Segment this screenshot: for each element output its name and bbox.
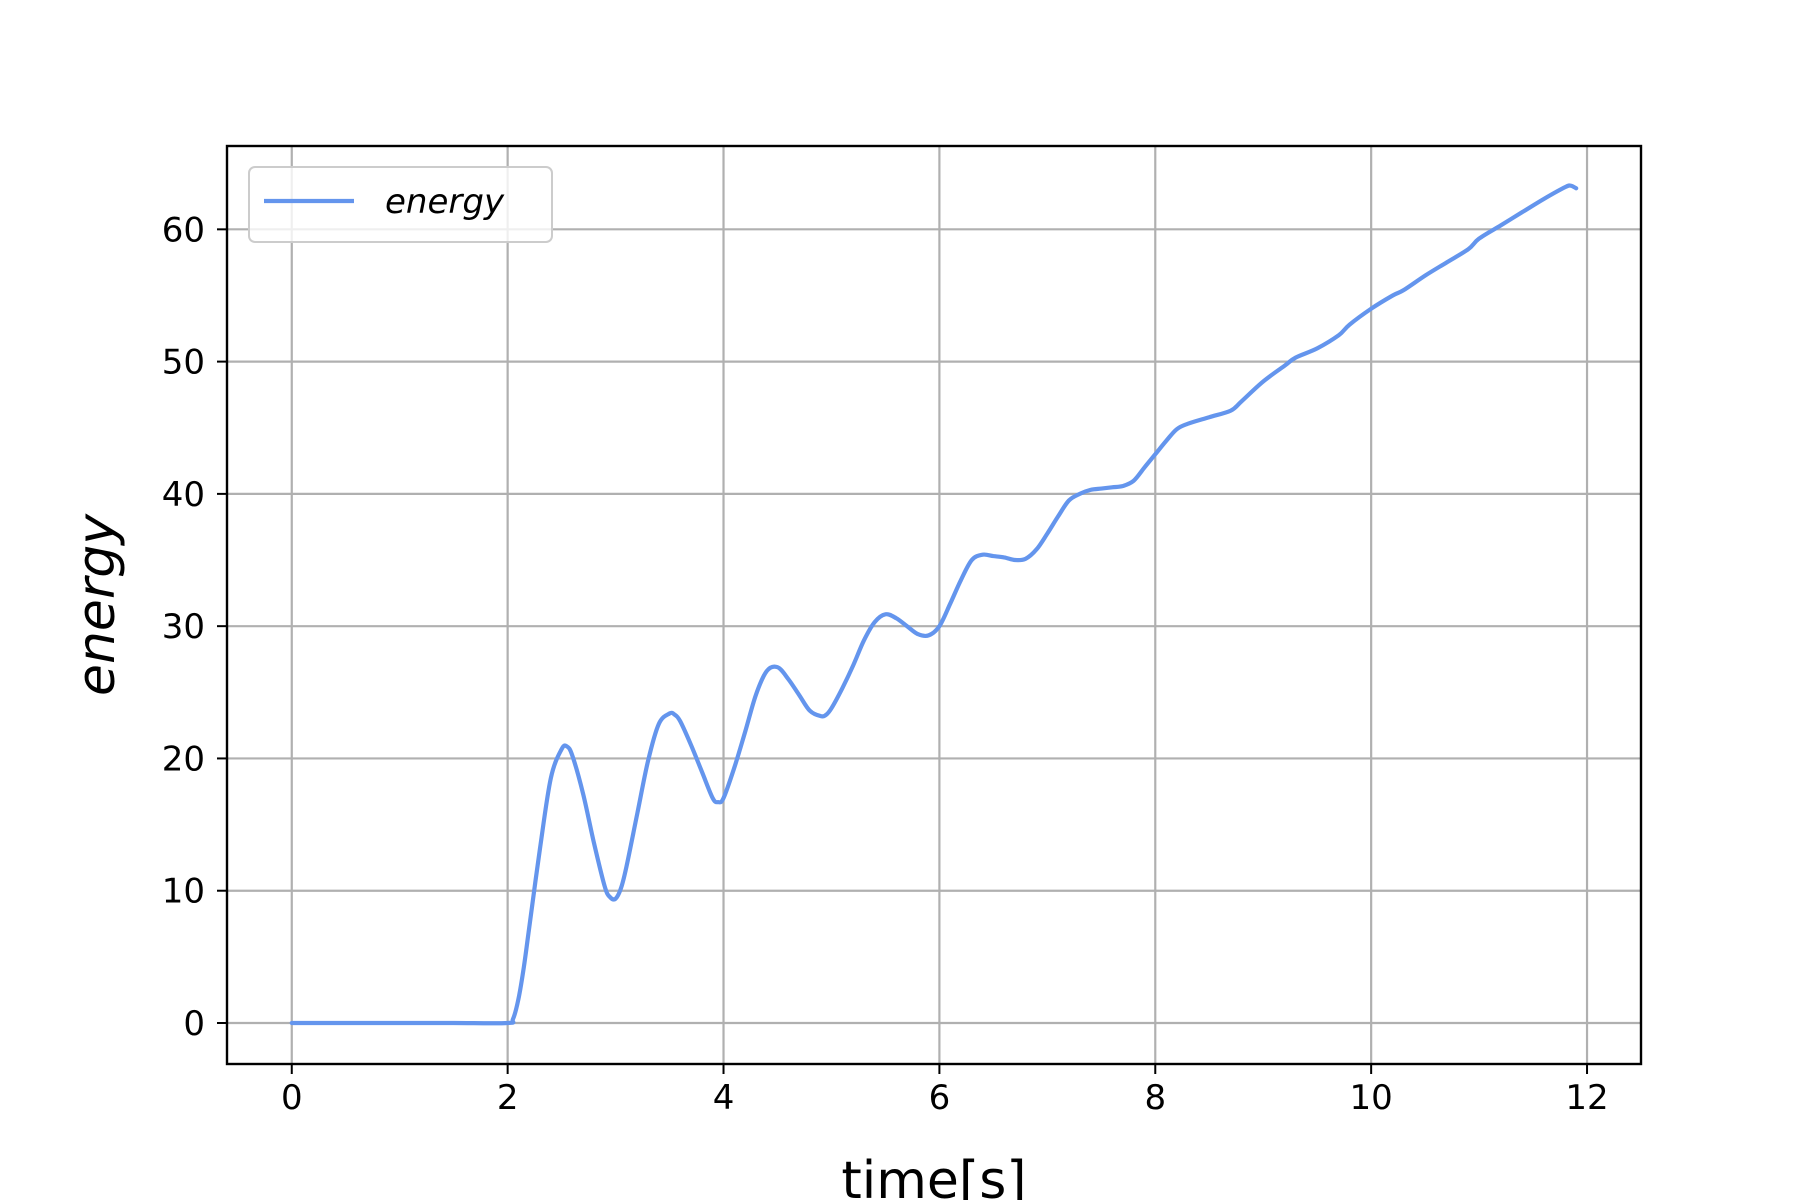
x-tick-label: 6 (929, 1078, 951, 1118)
x-tick-label: 0 (281, 1078, 303, 1118)
series-layer (289, 183, 1579, 1026)
ticks: 0 2 4 6 8 10 12 0 10 20 30 40 50 60 (162, 210, 1609, 1118)
legend-label-energy: energy (385, 182, 505, 222)
plot-area-frame (225, 144, 1643, 1066)
series-line-energy (289, 183, 1579, 1026)
x-axis-label: time[s] (841, 1151, 1026, 1200)
y-tick-label: 0 (183, 1004, 205, 1044)
y-axis-label: energy (67, 513, 127, 696)
y-tick-label: 30 (162, 607, 205, 647)
x-tick-label: 8 (1144, 1078, 1166, 1118)
legend: energy (248, 166, 553, 243)
x-tick-label: 12 (1565, 1078, 1608, 1118)
y-tick-label: 50 (162, 343, 205, 383)
legend-box (248, 166, 553, 243)
x-tick-label: 2 (497, 1078, 519, 1118)
y-tick-label: 20 (162, 739, 205, 779)
y-tick-label: 40 (162, 475, 205, 515)
y-tick-label: 10 (162, 872, 205, 912)
x-tick-label: 10 (1350, 1078, 1393, 1118)
x-tick-label: 4 (713, 1078, 735, 1118)
y-tick-label: 60 (162, 210, 205, 250)
